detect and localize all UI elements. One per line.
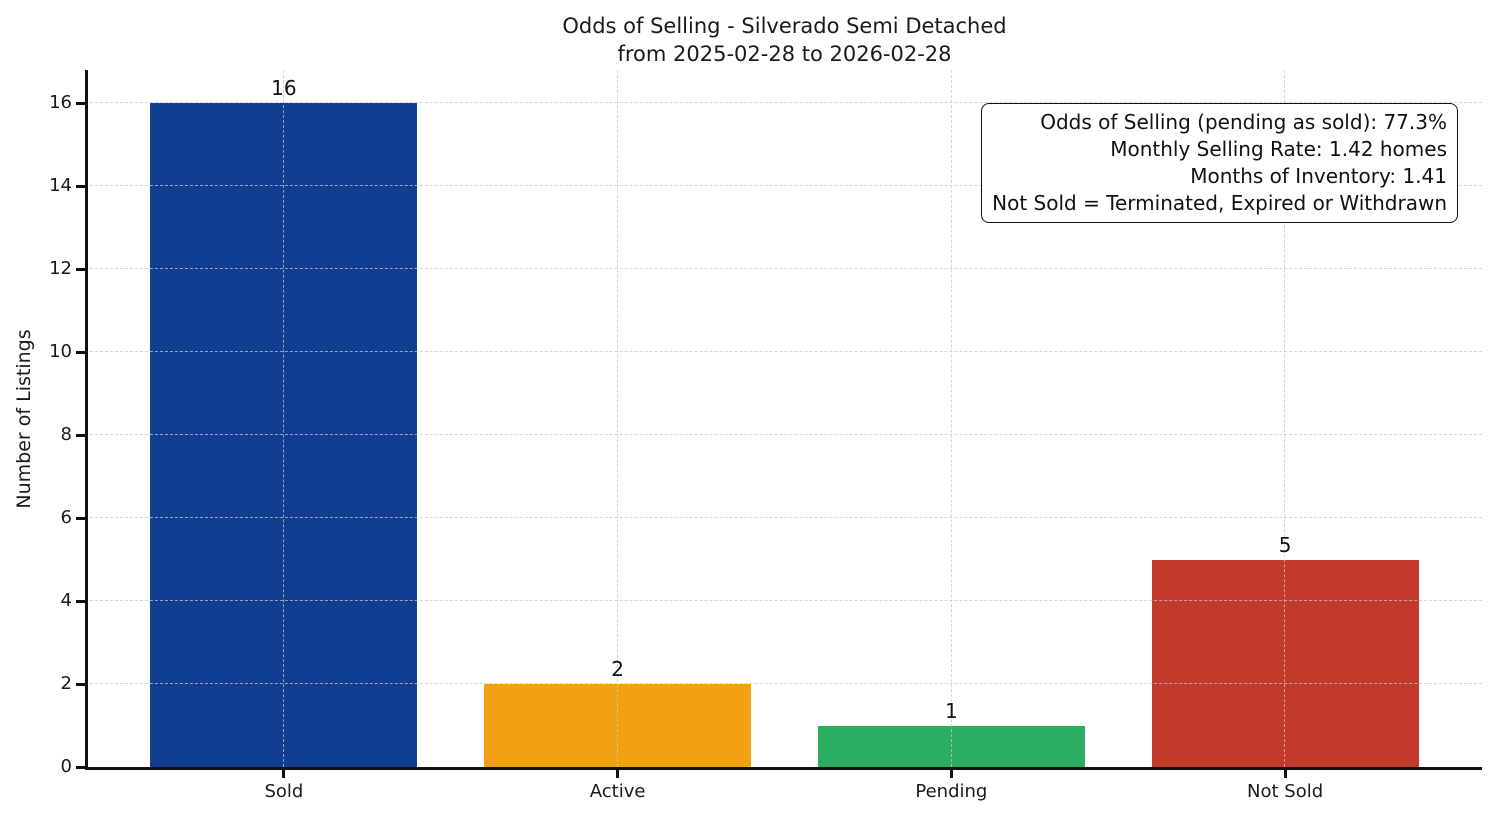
stats-annotation-box: Odds of Selling (pending as sold): 77.3%… (981, 103, 1458, 223)
y-tick-label: 8 (60, 424, 72, 446)
annotation-not-sold-definition: Not Sold = Terminated, Expired or Withdr… (992, 191, 1447, 215)
y-tick-mark (76, 682, 85, 686)
y-tick-mark (76, 267, 85, 271)
bar-value-label: 1 (944, 698, 958, 723)
x-tick-mark (616, 770, 620, 778)
h-gridline (85, 102, 1482, 104)
y-tick-label: 16 (49, 92, 72, 114)
x-tick-mark (282, 770, 286, 778)
y-tick-label: 6 (60, 507, 72, 529)
x-tick-mark (1283, 770, 1287, 778)
y-tick-label: 10 (49, 341, 72, 363)
bar-value-label: 2 (611, 657, 624, 682)
x-axis (85, 767, 1482, 770)
x-tick-mark (949, 770, 953, 778)
y-tick-label: 12 (49, 258, 72, 280)
x-tick-label: Not Sold (1247, 781, 1324, 802)
h-gridline (85, 268, 1482, 270)
y-tick-label: 2 (60, 673, 72, 695)
y-tick-label: 0 (60, 756, 72, 777)
v-gridline (1284, 70, 1286, 767)
annotation-odds-of-selling: Odds of Selling (pending as sold): 77.3% (1040, 110, 1447, 134)
bar-value-label: 5 (1278, 532, 1292, 557)
annotation-monthly-selling-rate: Monthly Selling Rate: 1.42 homes (1110, 137, 1447, 161)
v-gridline (616, 70, 618, 767)
h-gridline (85, 683, 1482, 685)
y-tick-mark (76, 350, 85, 354)
h-gridline (85, 185, 1482, 187)
y-tick-mark (76, 516, 85, 520)
annotation-months-of-inventory: Months of Inventory: 1.41 (1190, 164, 1447, 188)
y-tick-mark (76, 599, 85, 603)
h-gridline (85, 434, 1482, 436)
v-gridline (283, 70, 285, 767)
bar-value-label: 16 (271, 76, 297, 101)
y-tick-mark (76, 765, 85, 769)
chart-subtitle: from 2025-02-28 to 2026-02-28 (617, 42, 952, 66)
y-tick-mark (76, 101, 85, 105)
chart-title: Odds of Selling - Silverado Semi Detache… (562, 14, 1007, 38)
h-gridline (85, 517, 1482, 519)
x-tick-label: Active (589, 781, 646, 802)
x-tick-label: Pending (915, 781, 988, 802)
y-tick-label: 14 (49, 175, 72, 197)
y-tick-mark (76, 184, 85, 188)
h-gridline (85, 600, 1482, 602)
h-gridline (85, 351, 1482, 353)
y-tick-label: 4 (60, 590, 72, 612)
chart-title-block: Odds of Selling - Silverado Semi Detache… (87, 12, 1482, 68)
y-tick-mark (76, 433, 85, 437)
y-axis (85, 70, 88, 770)
x-tick-label: Sold (264, 781, 304, 802)
v-gridline (950, 70, 952, 767)
